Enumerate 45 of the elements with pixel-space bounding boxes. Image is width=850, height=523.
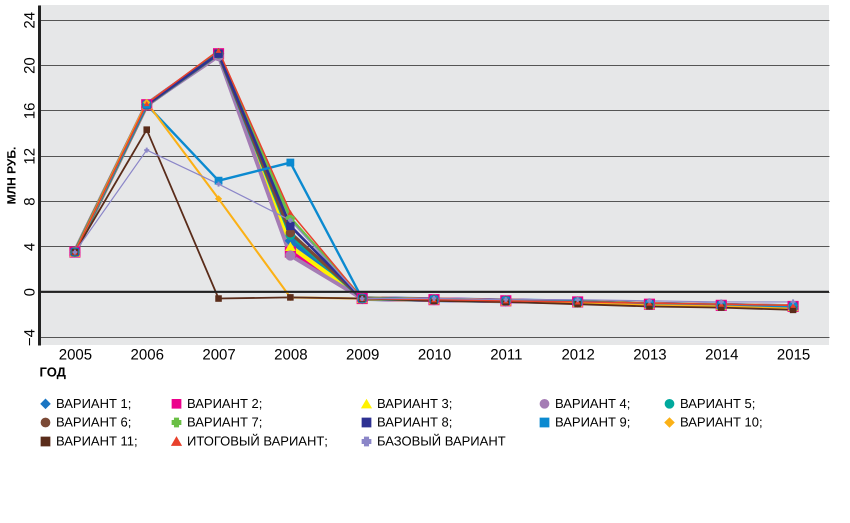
point <box>790 299 796 304</box>
point <box>144 148 150 153</box>
point <box>215 295 222 302</box>
x-tick-label: 2008 <box>274 346 308 364</box>
y-tick-label: 16 <box>22 102 38 120</box>
x-tick-label: 2005 <box>58 346 92 364</box>
x-tick-label: 2015 <box>776 346 810 364</box>
x-tick-label: 2012 <box>561 346 595 364</box>
point <box>285 242 296 252</box>
y-tick-label: 4 <box>22 242 38 252</box>
x-tick-label: 2007 <box>202 346 236 364</box>
point <box>287 210 294 215</box>
legend-label: ВАРИАНТ 1; <box>56 396 132 411</box>
x-axis-title: ГОД <box>40 364 67 380</box>
y-tick-label: 24 <box>22 12 38 29</box>
point <box>214 195 222 202</box>
y-tick-label: 20 <box>22 57 38 74</box>
legend-label: ВАРИАНТ 3; <box>377 396 452 412</box>
y-tick-label: 0 <box>22 288 38 296</box>
legend-label: ВАРИАНТ 11; <box>56 434 138 448</box>
legend-label: ВАРИАНТ 10; <box>680 414 763 430</box>
x-tick-label: 2014 <box>705 346 738 364</box>
legend-label: ВАРИАНТ 8; <box>377 414 452 430</box>
y-axis-title: МЛН РУБ. <box>4 146 18 204</box>
y-tick-label: 12 <box>22 148 38 165</box>
x-tick-label: 2010 <box>418 346 452 364</box>
point <box>143 126 150 133</box>
point <box>285 250 296 261</box>
legend-label: ВАРИАНТ 5; <box>680 396 756 411</box>
legend-label: ВАРИАНТ 6; <box>56 414 132 430</box>
y-tick-label: −4 <box>22 329 38 346</box>
x-tick-label: 2011 <box>490 346 522 364</box>
point <box>216 182 222 187</box>
x-tick-label: 2006 <box>130 346 164 364</box>
legend-label: ВАРИАНТ 9; <box>555 414 630 430</box>
legend-label: ВАРИАНТ 4; <box>555 396 630 411</box>
legend-label: ИТОГОВЫЙ ВАРИАНТ; <box>187 434 328 448</box>
x-tick-label: 2013 <box>633 346 667 364</box>
x-tick-label: 2009 <box>346 346 380 364</box>
point <box>216 48 222 53</box>
legend-label: БАЗОВЫЙ ВАРИАНТ <box>377 434 506 448</box>
y-tick-label: 8 <box>22 197 38 206</box>
legend-label: ВАРИАНТ 2; <box>187 396 262 411</box>
point <box>286 158 294 166</box>
legend-label: ВАРИАНТ 7; <box>187 414 262 430</box>
